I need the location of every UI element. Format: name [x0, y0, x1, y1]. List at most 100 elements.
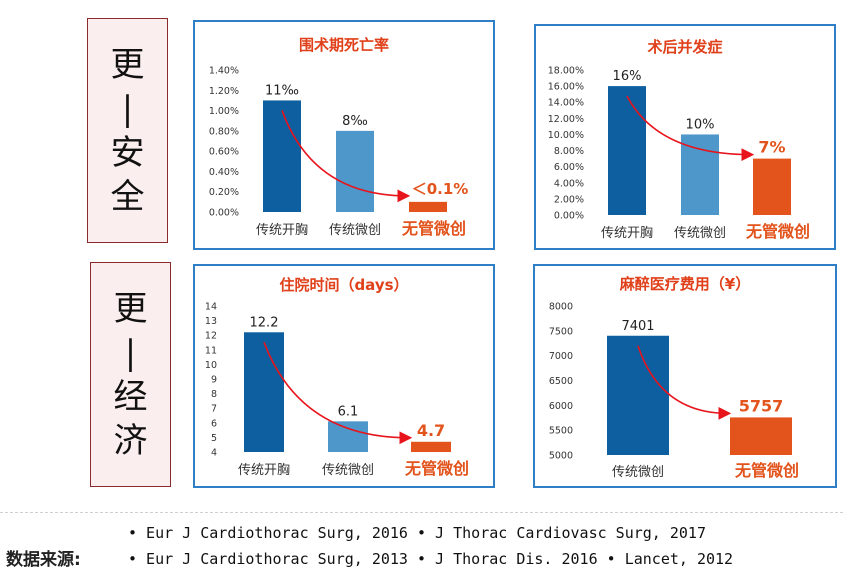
value-label: 16% [613, 69, 642, 84]
value-label: 6.1 [338, 404, 359, 419]
category-label: 无管微创 [401, 219, 466, 238]
y-tick-label: 10 [205, 360, 217, 371]
bar [336, 130, 374, 212]
bar [730, 417, 792, 455]
side-label-economy: 更 | 经 济 [90, 262, 171, 487]
y-tick-label: 0.40% [209, 167, 239, 178]
bar [244, 332, 284, 452]
chart-title: 术后并发症 [647, 38, 722, 56]
value-label: 11‰ [265, 83, 299, 98]
side-char: 全 [110, 176, 145, 217]
anesthesia-cost-chart: 麻醉医疗费用（¥） 5000 5500 6000 6500 7000 7500 8000 740… [549, 275, 799, 480]
sources-line-2: • Eur J Cardiothorac Surg, 2013 • J Thor… [128, 550, 734, 568]
value-label: 12.2 [250, 315, 279, 330]
y-tick-label: 11 [205, 345, 217, 356]
bar [328, 421, 368, 452]
chart-panel-mortality: 围术期死亡率 0.00% 0.20% 0.40% 0.60% 0.80% 1.00% 1.20… [193, 20, 495, 250]
y-tick-label: 0.80% [209, 126, 239, 137]
data-sources: 数据来源: • Eur J Cardiothorac Surg, 2016 • … [0, 513, 843, 573]
side-char: 更 [113, 288, 148, 329]
y-tick-label: 6500 [549, 376, 573, 387]
trend-arrow [637, 345, 732, 420]
y-tick-label: 0.60% [209, 147, 239, 158]
y-tick-label: 7000 [549, 351, 573, 362]
chart-title: 住院时间（days） [279, 276, 408, 294]
sources-label: 数据来源: [6, 550, 81, 570]
category-label: 无管微创 [404, 459, 469, 478]
value-label: 7401 [621, 319, 654, 334]
y-tick-label: 5 [211, 433, 217, 444]
y-tick-label: 16.00% [548, 82, 584, 93]
y-tick-label: 0.20% [209, 187, 239, 198]
y-tick-label: 6000 [549, 401, 573, 412]
category-label: 传统开胸 [238, 463, 290, 478]
chart-panel-hospital-stay: 住院时间（days） 4 5 6 7 8 9 10 11 12 13 14 12.2 传统开胸 6.1 传统微… [193, 264, 495, 488]
category-label: 传统微创 [612, 465, 664, 480]
y-tick-label: 8000 [549, 302, 573, 313]
side-char: | [121, 88, 134, 129]
y-tick-label: 2.00% [554, 194, 584, 205]
trend-arrow [281, 110, 411, 203]
bar [753, 158, 791, 215]
hospital-stay-chart: 住院时间（days） 4 5 6 7 8 9 10 11 12 13 14 12.2 传统开胸 6.1 传统微… [205, 276, 469, 478]
category-label: 传统开胸 [601, 226, 653, 241]
side-char: 安 [110, 132, 145, 173]
y-tick-label: 12.00% [548, 114, 584, 125]
value-label: 10% [686, 117, 715, 132]
value-label: ＜0.1% [412, 180, 469, 198]
footer-divider [0, 512, 843, 513]
y-tick-label: 14.00% [548, 98, 584, 109]
side-char: 济 [113, 420, 148, 461]
side-char: | [124, 332, 137, 373]
y-tick-label: 0.00% [209, 208, 239, 219]
y-tick-label: 8.00% [554, 146, 584, 157]
y-tick-label: 7 [211, 404, 217, 415]
y-tick-label: 8 [211, 389, 217, 400]
trend-arrow [626, 95, 755, 162]
trend-arrow [263, 341, 413, 445]
chart-panel-complications: 术后并发症 0.00% 2.00% 4.00% 6.00% 8.00% 10.00% 12.0… [534, 24, 836, 250]
y-tick-label: 13 [205, 316, 217, 327]
complications-chart: 术后并发症 0.00% 2.00% 4.00% 6.00% 8.00% 10.00% 12.0… [548, 38, 810, 241]
bar [409, 201, 447, 212]
y-tick-label: 5500 [549, 426, 573, 437]
y-tick-label: 6.00% [554, 162, 584, 173]
y-tick-label: 7500 [549, 326, 573, 337]
chart-title: 麻醉医疗费用（¥） [619, 275, 750, 293]
y-tick-label: 0.00% [554, 211, 584, 222]
category-label: 无管微创 [745, 222, 810, 241]
y-tick-label: 1.00% [209, 106, 239, 117]
y-tick-label: 4.00% [554, 178, 584, 189]
category-label: 传统微创 [329, 223, 381, 238]
value-label: 5757 [739, 396, 784, 415]
sources-line-1: • Eur J Cardiothorac Surg, 2016 • J Thor… [128, 524, 706, 542]
bar [607, 335, 669, 455]
side-label-safety: 更 | 安 全 [87, 18, 168, 243]
category-label: 传统开胸 [256, 223, 308, 238]
y-tick-label: 10.00% [548, 130, 584, 141]
y-tick-label: 4 [211, 448, 217, 459]
y-tick-label: 6 [211, 418, 217, 429]
side-char: 经 [113, 376, 148, 417]
y-tick-label: 12 [205, 331, 217, 342]
category-label: 传统微创 [674, 226, 726, 241]
y-tick-label: 14 [205, 302, 217, 313]
y-tick-label: 1.20% [209, 86, 239, 97]
bar [681, 134, 719, 215]
chart-panel-anesthesia-cost: 麻醉医疗费用（¥） 5000 5500 6000 6500 7000 7500 8000 740… [533, 264, 837, 488]
mortality-chart: 围术期死亡率 0.00% 0.20% 0.40% 0.60% 0.80% 1.00% 1.20… [209, 36, 469, 238]
bar [608, 86, 646, 215]
value-label: 8‰ [342, 114, 368, 129]
y-tick-label: 18.00% [548, 66, 584, 77]
y-tick-label: 9 [211, 375, 217, 386]
category-label: 传统微创 [322, 463, 374, 478]
value-label: 7% [758, 138, 785, 157]
y-tick-label: 1.40% [209, 66, 239, 77]
value-label: 4.7 [417, 421, 445, 440]
y-tick-label: 5000 [549, 451, 573, 462]
chart-title: 围术期死亡率 [299, 36, 389, 54]
bar [411, 441, 451, 452]
category-label: 无管微创 [734, 461, 799, 480]
bar [263, 100, 301, 212]
side-char: 更 [110, 44, 145, 85]
